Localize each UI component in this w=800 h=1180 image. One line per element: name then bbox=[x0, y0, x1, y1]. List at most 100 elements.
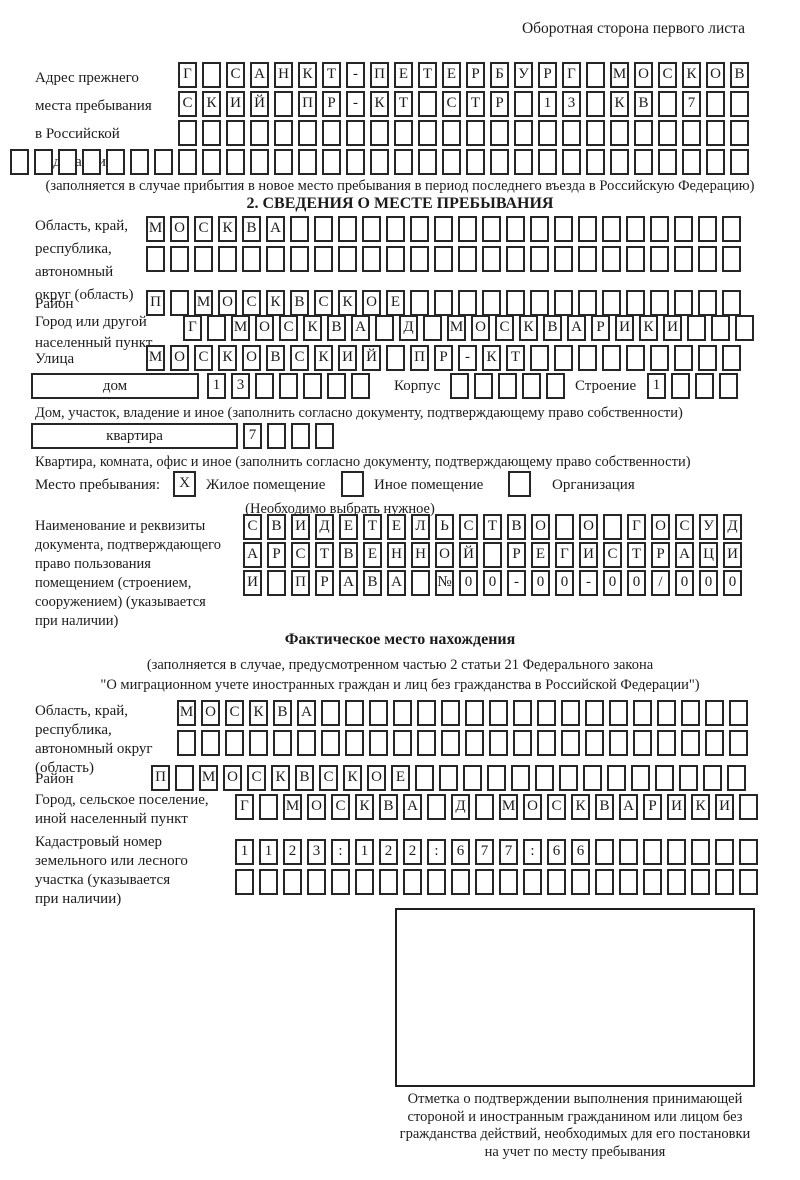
char-cell[interactable]: С bbox=[495, 315, 514, 341]
char-cell[interactable] bbox=[267, 570, 286, 596]
char-cell[interactable] bbox=[607, 765, 626, 791]
char-cell[interactable]: К bbox=[266, 290, 285, 316]
char-cell[interactable] bbox=[715, 869, 734, 895]
char-cell[interactable] bbox=[450, 373, 469, 399]
char-cell[interactable]: 6 bbox=[547, 839, 566, 865]
char-cell[interactable] bbox=[698, 216, 717, 242]
char-cell[interactable]: О bbox=[634, 62, 653, 88]
char-cell[interactable]: А bbox=[266, 216, 285, 242]
char-cell[interactable]: 7 bbox=[243, 423, 262, 449]
char-cell[interactable] bbox=[715, 839, 734, 865]
char-cell[interactable] bbox=[530, 216, 549, 242]
char-cell[interactable] bbox=[610, 149, 629, 175]
char-cell[interactable]: С bbox=[331, 794, 350, 820]
char-cell[interactable]: И bbox=[338, 345, 357, 371]
char-cell[interactable] bbox=[458, 290, 477, 316]
char-cell[interactable] bbox=[370, 120, 389, 146]
char-cell[interactable] bbox=[537, 730, 556, 756]
char-cell[interactable]: / bbox=[651, 570, 670, 596]
char-cell[interactable] bbox=[345, 700, 364, 726]
stroenie-row[interactable]: 1 bbox=[647, 373, 743, 399]
char-cell[interactable]: С bbox=[314, 290, 333, 316]
char-cell[interactable] bbox=[522, 373, 541, 399]
char-cell[interactable] bbox=[655, 765, 674, 791]
char-cell[interactable] bbox=[530, 290, 549, 316]
char-cell[interactable]: Р bbox=[490, 91, 509, 117]
char-cell[interactable] bbox=[386, 216, 405, 242]
char-cell[interactable]: К bbox=[519, 315, 538, 341]
char-cell[interactable]: В bbox=[507, 514, 526, 540]
char-cell[interactable] bbox=[722, 290, 741, 316]
char-cell[interactable] bbox=[482, 246, 501, 272]
char-cell[interactable]: О bbox=[471, 315, 490, 341]
char-cell[interactable] bbox=[650, 290, 669, 316]
char-cell[interactable] bbox=[538, 120, 557, 146]
char-cell[interactable]: И bbox=[723, 542, 742, 568]
char-cell[interactable] bbox=[351, 373, 370, 399]
char-cell[interactable] bbox=[273, 730, 292, 756]
char-cell[interactable] bbox=[369, 700, 388, 726]
char-cell[interactable]: К bbox=[691, 794, 710, 820]
char-cell[interactable] bbox=[34, 149, 53, 175]
char-cell[interactable] bbox=[291, 423, 310, 449]
char-cell[interactable]: 0 bbox=[555, 570, 574, 596]
char-cell[interactable] bbox=[487, 765, 506, 791]
char-cell[interactable]: М bbox=[283, 794, 302, 820]
char-cell[interactable] bbox=[202, 62, 221, 88]
char-cell[interactable]: 6 bbox=[451, 839, 470, 865]
char-cell[interactable] bbox=[442, 149, 461, 175]
korpus-row[interactable] bbox=[450, 373, 570, 399]
char-cell[interactable] bbox=[658, 91, 677, 117]
char-cell[interactable]: И bbox=[715, 794, 734, 820]
char-cell[interactable] bbox=[706, 149, 725, 175]
char-cell[interactable] bbox=[290, 216, 309, 242]
char-cell[interactable] bbox=[711, 315, 730, 341]
char-cell[interactable] bbox=[706, 91, 725, 117]
char-cell[interactable] bbox=[226, 149, 245, 175]
char-cell[interactable] bbox=[658, 149, 677, 175]
char-cell[interactable]: С bbox=[603, 542, 622, 568]
char-cell[interactable] bbox=[410, 290, 429, 316]
char-cell[interactable] bbox=[338, 216, 357, 242]
char-cell[interactable] bbox=[687, 315, 706, 341]
char-cell[interactable] bbox=[274, 91, 293, 117]
char-cell[interactable] bbox=[735, 315, 754, 341]
char-cell[interactable] bbox=[345, 730, 364, 756]
char-cell[interactable]: Д bbox=[399, 315, 418, 341]
char-cell[interactable] bbox=[427, 869, 446, 895]
char-cell[interactable] bbox=[130, 149, 149, 175]
char-cell[interactable] bbox=[555, 514, 574, 540]
char-cell[interactable]: Т bbox=[363, 514, 382, 540]
char-cell[interactable] bbox=[331, 869, 350, 895]
char-cell[interactable] bbox=[370, 149, 389, 175]
char-cell[interactable]: Д bbox=[315, 514, 334, 540]
char-cell[interactable]: М bbox=[146, 216, 165, 242]
char-cell[interactable]: А bbox=[243, 542, 262, 568]
char-cell[interactable] bbox=[703, 765, 722, 791]
char-cell[interactable] bbox=[650, 345, 669, 371]
char-cell[interactable] bbox=[338, 246, 357, 272]
char-cell[interactable] bbox=[175, 765, 194, 791]
char-cell[interactable] bbox=[418, 91, 437, 117]
char-cell[interactable] bbox=[415, 765, 434, 791]
char-cell[interactable]: М bbox=[499, 794, 518, 820]
char-cell[interactable]: - bbox=[346, 91, 365, 117]
char-cell[interactable]: К bbox=[298, 62, 317, 88]
char-cell[interactable] bbox=[466, 149, 485, 175]
char-cell[interactable]: Е bbox=[387, 514, 406, 540]
char-cell[interactable]: 6 bbox=[571, 839, 590, 865]
char-cell[interactable] bbox=[235, 869, 254, 895]
char-cell[interactable] bbox=[671, 373, 690, 399]
char-cell[interactable] bbox=[346, 120, 365, 146]
char-cell[interactable] bbox=[506, 290, 525, 316]
char-cell[interactable] bbox=[578, 345, 597, 371]
char-cell[interactable]: М bbox=[194, 290, 213, 316]
char-cell[interactable] bbox=[674, 345, 693, 371]
char-cell[interactable]: С bbox=[290, 345, 309, 371]
char-cell[interactable]: И bbox=[226, 91, 245, 117]
char-cell[interactable] bbox=[583, 765, 602, 791]
char-cell[interactable]: Й bbox=[362, 345, 381, 371]
char-cell[interactable] bbox=[386, 345, 405, 371]
